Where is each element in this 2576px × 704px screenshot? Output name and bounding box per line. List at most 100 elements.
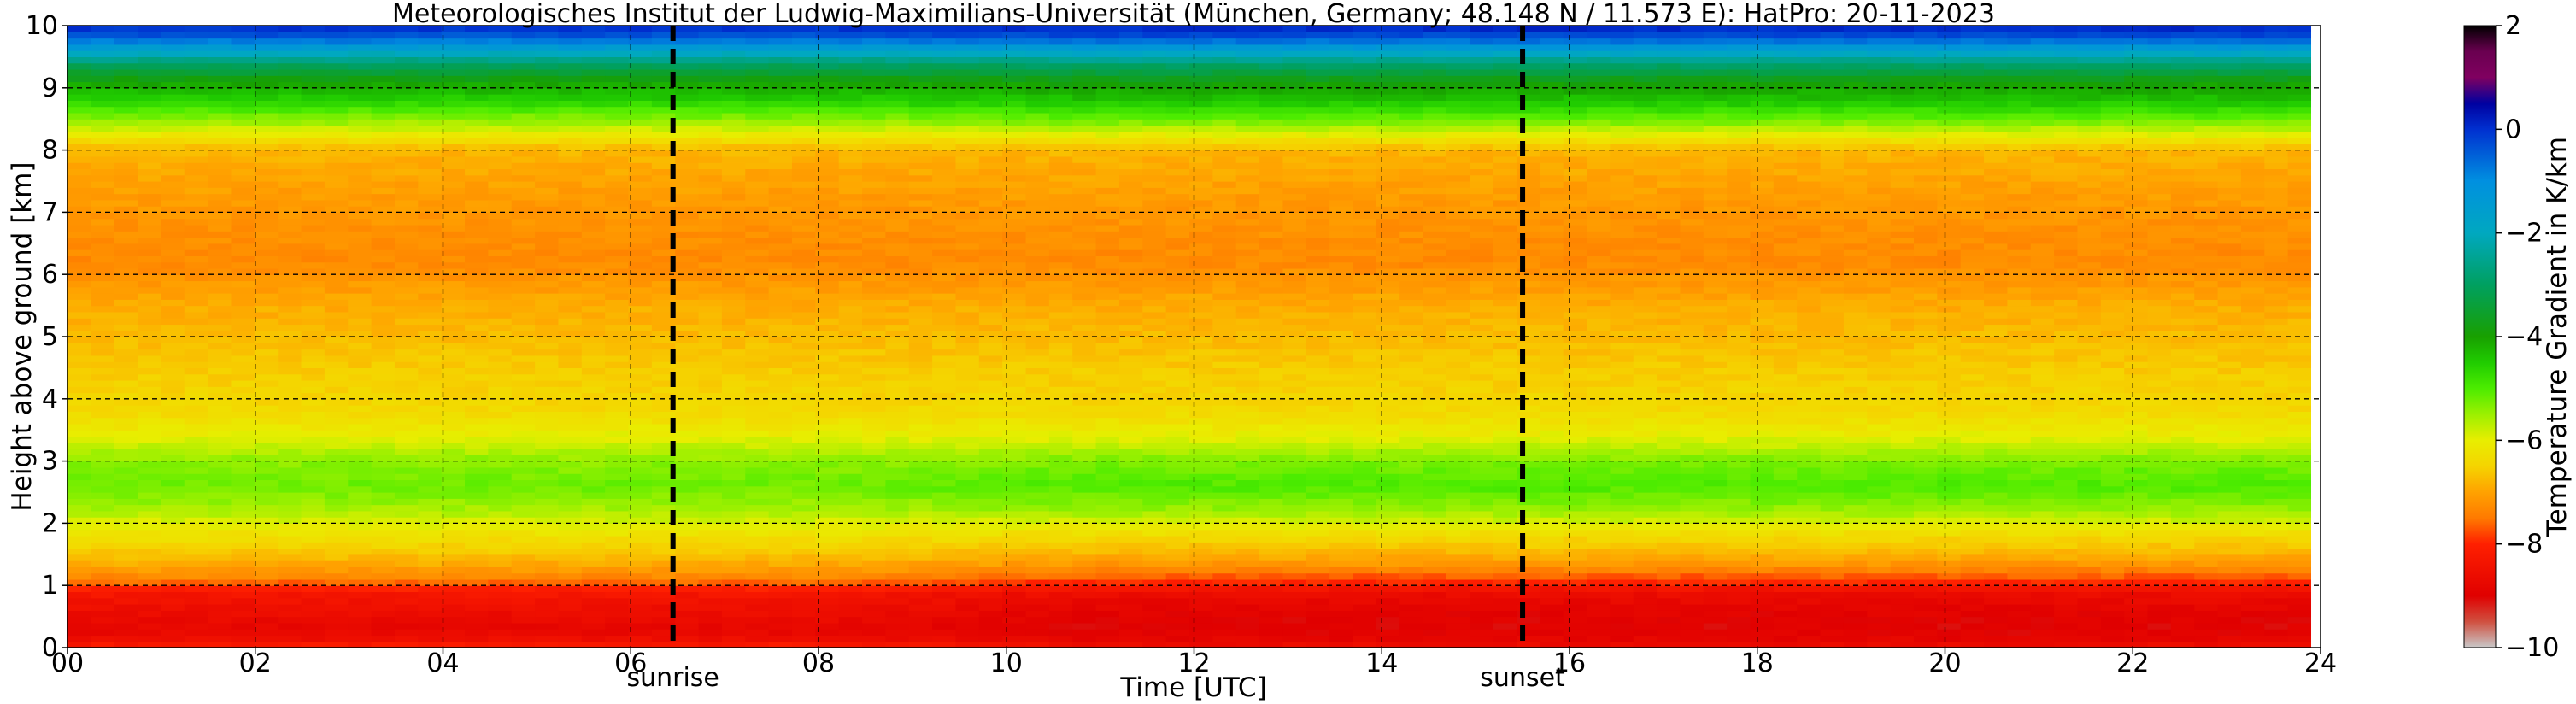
heatmap-cell <box>1189 274 1213 282</box>
heatmap-cell <box>138 324 162 331</box>
heatmap-cell <box>371 436 396 443</box>
heatmap-cell <box>441 442 466 449</box>
heatmap-cell <box>488 449 513 455</box>
heatmap-cell <box>768 485 793 493</box>
heatmap-cell <box>721 461 746 468</box>
heatmap-cell <box>1212 554 1237 561</box>
heatmap-cell <box>651 373 676 381</box>
heatmap-cell <box>698 367 723 375</box>
heatmap-cell <box>675 622 700 630</box>
heatmap-cell <box>745 125 770 132</box>
heatmap-cell <box>908 542 933 549</box>
heatmap-cell <box>441 75 466 83</box>
heatmap-cell <box>371 26 396 32</box>
heatmap-cell <box>791 150 816 157</box>
heatmap-cell <box>1165 187 1190 195</box>
heatmap-cell <box>745 635 770 642</box>
heatmap-cell <box>558 504 583 512</box>
heatmap-cell <box>628 398 653 406</box>
heatmap-cell <box>721 81 746 89</box>
heatmap-cell <box>301 44 326 51</box>
heatmap-cell <box>768 237 793 244</box>
heatmap-cell <box>1165 517 1190 524</box>
heatmap-cell <box>605 510 630 518</box>
heatmap-cell <box>1048 622 1073 630</box>
heatmap-cell <box>698 473 723 481</box>
heatmap-cell <box>184 597 208 605</box>
heatmap-cell <box>418 466 443 474</box>
heatmap-cell <box>535 398 560 406</box>
heatmap-cell <box>1025 498 1050 506</box>
heatmap-cell <box>698 572 723 580</box>
heatmap-cell <box>1025 293 1050 300</box>
heatmap-cell <box>605 293 630 300</box>
heatmap-cell <box>838 405 863 412</box>
heatmap-cell <box>231 231 255 238</box>
heatmap-cell <box>1165 212 1190 220</box>
heatmap-cell <box>254 548 279 555</box>
heatmap-cell <box>675 218 700 226</box>
heatmap-cell <box>1142 261 1167 269</box>
heatmap-cell <box>581 405 606 412</box>
heatmap-cell <box>488 162 513 170</box>
heatmap-cell <box>908 94 933 101</box>
heatmap-cell <box>324 32 349 39</box>
heatmap-cell <box>465 449 489 455</box>
heatmap-cell <box>1118 504 1143 512</box>
heatmap-cell <box>67 318 91 326</box>
heatmap-cell <box>254 379 279 387</box>
heatmap-cell <box>254 604 279 611</box>
heatmap-cell <box>675 100 700 108</box>
heatmap-cell <box>1212 106 1237 114</box>
heatmap-cell <box>67 243 91 250</box>
heatmap-cell <box>208 455 232 462</box>
heatmap-cell <box>278 560 302 567</box>
heatmap-cell <box>955 174 980 182</box>
heatmap-cell <box>488 311 513 319</box>
heatmap-cell <box>278 442 302 449</box>
heatmap-cell <box>1212 411 1237 419</box>
heatmap-cell <box>745 548 770 555</box>
heatmap-cell <box>208 274 232 282</box>
heatmap-cell <box>418 442 443 449</box>
heatmap-cell <box>371 318 396 326</box>
heatmap-cell <box>348 224 373 232</box>
heatmap-cell <box>955 87 980 95</box>
heatmap-cell <box>581 68 606 76</box>
heatmap-cell <box>838 62 863 70</box>
heatmap-cell <box>838 485 863 493</box>
heatmap-cell <box>558 417 583 425</box>
heatmap-cell <box>581 267 606 275</box>
heatmap-cell <box>324 231 349 238</box>
heatmap-cell <box>394 604 419 611</box>
heatmap-cell <box>254 572 279 580</box>
heatmap-cell <box>184 604 208 611</box>
heatmap-cell <box>675 455 700 462</box>
heatmap-cell <box>978 174 1003 182</box>
heatmap-cell <box>932 32 957 39</box>
heatmap-cell <box>838 193 863 201</box>
heatmap-cell <box>1048 442 1073 449</box>
heatmap-cell <box>441 249 466 256</box>
heatmap-cell <box>791 361 816 368</box>
heatmap-cell <box>91 548 115 555</box>
heatmap-cell <box>161 591 185 599</box>
heatmap-cell <box>1142 255 1167 263</box>
heatmap-cell <box>1048 560 1073 567</box>
heatmap-cell <box>862 44 886 51</box>
heatmap-cell <box>885 324 910 331</box>
heatmap-cell <box>254 131 279 138</box>
heatmap-cell <box>768 68 793 76</box>
heatmap-cell <box>628 26 653 32</box>
heatmap-cell <box>745 206 770 213</box>
heatmap-cell <box>885 461 910 468</box>
heatmap-cell <box>1048 125 1073 132</box>
heatmap-cell <box>815 337 840 343</box>
heatmap-cell <box>1072 355 1097 362</box>
heatmap-cell <box>1025 324 1050 331</box>
heatmap-cell <box>324 604 349 611</box>
heatmap-cell <box>324 504 349 512</box>
heatmap-cell <box>324 578 349 586</box>
heatmap-cell <box>721 131 746 138</box>
heatmap-cell <box>932 305 957 313</box>
